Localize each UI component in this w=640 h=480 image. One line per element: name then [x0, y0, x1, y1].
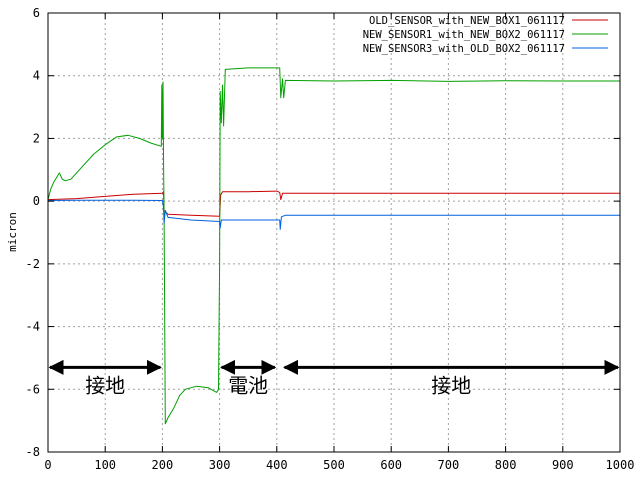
x-tick-label: 800 — [495, 458, 517, 472]
y-tick-label: -6 — [26, 382, 40, 396]
x-tick-label: 700 — [438, 458, 460, 472]
x-tick-label: 900 — [552, 458, 574, 472]
x-tick-label: 200 — [152, 458, 174, 472]
series-layer — [47, 67, 620, 425]
range-label: 電池 — [228, 373, 268, 397]
legend: OLD_SENSOR_with_NEW_BOX1_061117 NEW_SENSO… — [363, 15, 608, 55]
range-label: 接地 — [431, 373, 471, 397]
x-tick-label: 500 — [323, 458, 345, 472]
axes: 0 100 200 300 400 500 600 700 800 900 1000 -8 -6 -4 -2… — [26, 6, 635, 472]
y-tick-label: 4 — [33, 69, 40, 83]
y-tick-label: 0 — [33, 194, 40, 208]
legend-entry-label: NEW_SENSOR1_with_NEW_BOX2_061117 — [363, 29, 565, 41]
series-line — [47, 190, 620, 217]
range-label: 接地 — [85, 373, 125, 397]
y-tick-label: 6 — [33, 6, 40, 20]
legend-entry-label: OLD_SENSOR_with_NEW_BOX1_061117 — [369, 15, 565, 27]
y-axis-label: micron — [6, 212, 19, 252]
y-tick-label: -4 — [26, 320, 40, 334]
x-tick-label: 600 — [380, 458, 402, 472]
y-tick-label: 2 — [33, 131, 40, 145]
annotations: 接地 電池 接地 — [48, 359, 620, 397]
x-tick-label: 400 — [266, 458, 288, 472]
series-line — [47, 67, 620, 425]
x-tick-label: 0 — [44, 458, 51, 472]
y-tick-label: -2 — [26, 257, 40, 271]
legend-entry-label: NEW_SENSOR3_with_OLD_BOX2_061117 — [363, 43, 565, 55]
x-tick-label: 300 — [209, 458, 231, 472]
x-tick-label: 100 — [94, 458, 116, 472]
grid — [48, 13, 620, 452]
series-line — [47, 199, 620, 230]
x-tick-label: 1000 — [606, 458, 635, 472]
y-tick-label: -8 — [26, 445, 40, 459]
